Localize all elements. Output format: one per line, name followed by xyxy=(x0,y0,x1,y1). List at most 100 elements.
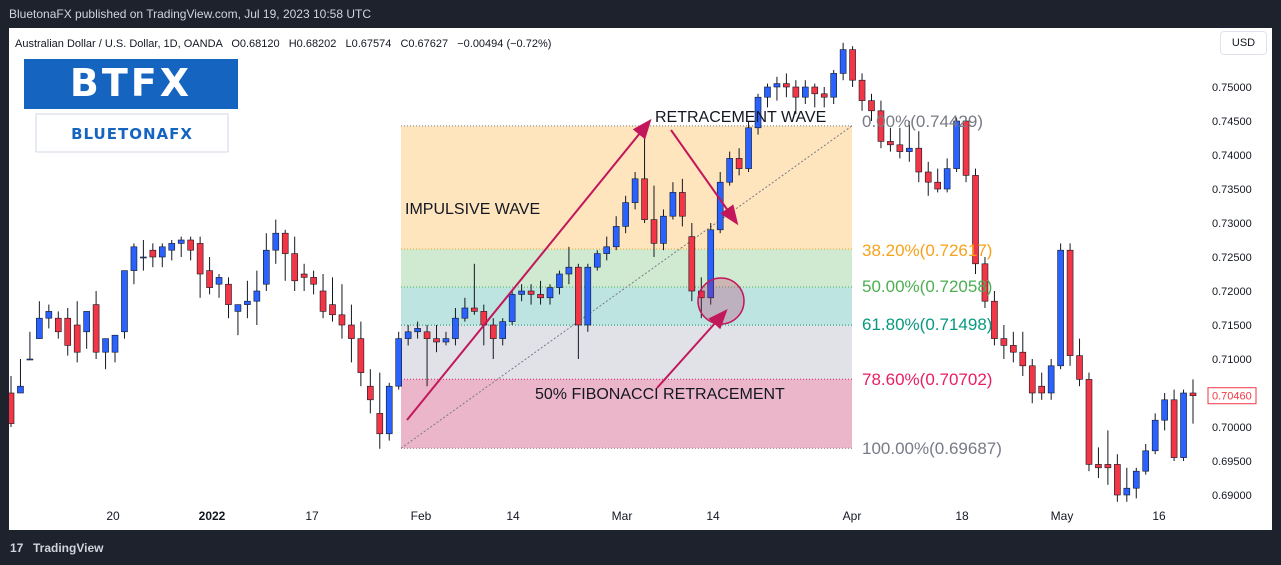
candle-body xyxy=(1000,338,1008,346)
currency-button[interactable]: USD xyxy=(1220,31,1267,55)
candle-body xyxy=(281,232,289,254)
candle-body xyxy=(735,158,743,169)
fib50-retracement-label: 50% FIBONACCI RETRACEMENT xyxy=(535,386,785,403)
candle xyxy=(735,148,743,176)
candle-body xyxy=(707,229,715,299)
time-tick-label: May xyxy=(1051,509,1074,523)
time-tick-label: 18 xyxy=(955,509,969,523)
price-axis: 0.75000 0.74500 0.74000 0.73500 0.73000 0.725… xyxy=(1199,28,1272,530)
candle-body xyxy=(773,83,781,88)
retracement-wave-arrow xyxy=(670,129,739,226)
candle-body xyxy=(489,324,497,339)
price-tick-label: 0.69500 xyxy=(1212,456,1252,468)
candle xyxy=(1132,467,1140,499)
candle xyxy=(612,216,620,251)
candle-body xyxy=(820,93,828,98)
candle xyxy=(1180,389,1187,461)
candle-body xyxy=(1085,379,1093,465)
candle xyxy=(168,240,176,261)
symbol-legend: Australian Dollar / U.S. Dollar, 1D, OAN… xyxy=(15,38,551,50)
candle xyxy=(329,277,336,322)
candle-body xyxy=(593,253,601,268)
candle xyxy=(537,280,544,305)
candle-body xyxy=(934,181,941,190)
candle xyxy=(707,223,715,305)
candle-body xyxy=(348,324,355,339)
candle xyxy=(622,195,629,234)
candle xyxy=(17,359,24,394)
candle-body xyxy=(1170,399,1178,458)
candle xyxy=(650,185,658,257)
time-tick-label: 2022 xyxy=(199,509,226,523)
candle-body xyxy=(688,236,696,292)
price-chart[interactable]: 0.00%(0.74429) 38.20%(0.72617) 50.00%(0.72… xyxy=(9,28,1272,530)
candle-body xyxy=(73,324,81,353)
time-tick-label: 16 xyxy=(1152,509,1166,523)
tradingview-brand: TradingView xyxy=(33,541,104,555)
candle-body xyxy=(196,243,204,275)
candle xyxy=(196,236,204,298)
candle xyxy=(1114,454,1121,502)
candle xyxy=(669,182,677,220)
candle xyxy=(225,277,232,319)
time-tick-label: 20 xyxy=(106,509,120,523)
btfx-logo-text: BTFX xyxy=(70,61,192,105)
candle xyxy=(367,369,374,414)
candle-body xyxy=(802,86,809,98)
candle xyxy=(461,297,469,322)
candle xyxy=(111,334,119,363)
candle-body xyxy=(868,100,875,112)
last-price-label: 0.70460 xyxy=(1212,391,1252,403)
candle-body xyxy=(537,294,544,299)
candle xyxy=(263,233,270,291)
ohlc-high: H0.68202 xyxy=(289,38,337,50)
candle-body xyxy=(319,290,327,312)
candle xyxy=(745,121,752,172)
candle xyxy=(376,372,384,449)
candle xyxy=(357,321,365,387)
candle-body xyxy=(121,270,128,333)
candle-body xyxy=(102,338,109,353)
time-tick-label: Apr xyxy=(843,509,862,523)
candle-body xyxy=(36,317,43,339)
candle-body xyxy=(404,331,412,339)
candle xyxy=(754,93,762,135)
candle xyxy=(489,318,497,359)
time-tick-label: 14 xyxy=(706,509,720,523)
candle xyxy=(1038,372,1046,400)
candle xyxy=(291,236,298,291)
chart-panel[interactable]: 0.00%(0.74429) 38.20%(0.72617) 50.00%(0.72… xyxy=(9,28,1272,530)
candle-body xyxy=(584,266,592,326)
fib-level-label: 50.00%(0.72058) xyxy=(862,277,992,296)
price-tick-label: 0.74500 xyxy=(1212,116,1252,128)
candle-body xyxy=(877,110,885,142)
candle xyxy=(811,83,819,108)
candle-body xyxy=(338,314,346,326)
candle xyxy=(1000,325,1008,359)
candle-body xyxy=(17,385,24,394)
candle xyxy=(149,243,157,268)
candle-body xyxy=(518,290,525,295)
candle xyxy=(934,168,941,193)
candle-body xyxy=(272,232,280,251)
candle xyxy=(991,291,998,346)
candle-body xyxy=(896,144,904,152)
candle-body xyxy=(1028,365,1036,394)
candle-body xyxy=(130,246,138,271)
fibonacci-trend-line xyxy=(400,125,853,449)
candle-body xyxy=(225,283,232,305)
candle xyxy=(158,243,166,268)
candle-body xyxy=(660,215,667,244)
candle-body xyxy=(244,300,251,305)
candle xyxy=(404,325,412,346)
price-tick-label: 0.72000 xyxy=(1212,286,1252,298)
candle-body xyxy=(1132,470,1140,489)
candle-body xyxy=(263,249,270,285)
candle xyxy=(972,168,979,274)
candle xyxy=(1104,430,1112,485)
candle-body xyxy=(622,202,629,227)
fib-level-label: 38.20%(0.72617) xyxy=(862,241,992,260)
time-tick-label: Mar xyxy=(612,509,633,523)
candle-body xyxy=(575,266,582,326)
